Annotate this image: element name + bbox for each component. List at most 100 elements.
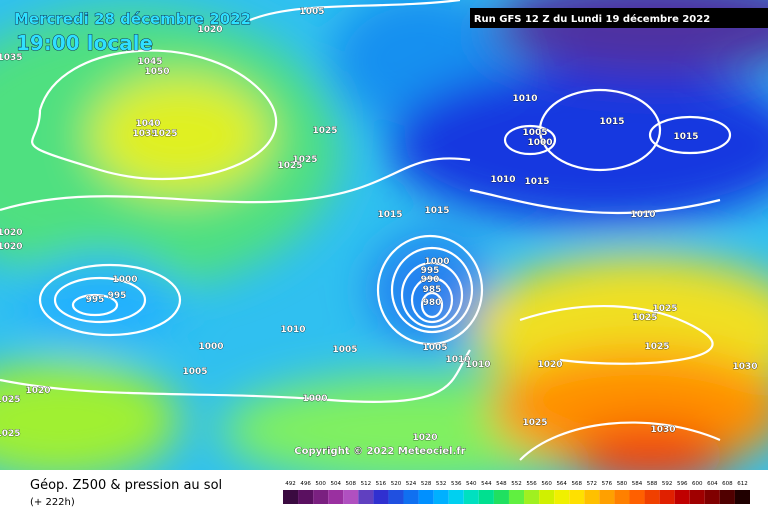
isobar-label: 1010	[445, 355, 470, 365]
scale-cell	[719, 490, 735, 504]
isobar-label: 1015	[524, 177, 549, 187]
isobar-label: 1020	[197, 25, 222, 35]
scale-label: 576	[602, 481, 613, 487]
scale-label: 516	[376, 481, 387, 487]
isobar-label: 1040	[135, 119, 160, 129]
scale-label: 500	[315, 481, 326, 487]
isobar-label: 1035	[132, 129, 157, 139]
scale-label: 612	[737, 481, 748, 487]
isobar-label: 1025	[277, 161, 302, 171]
scale-label: 492	[285, 481, 296, 487]
isobar-label: 1020	[412, 433, 437, 443]
field	[0, 0, 768, 470]
scale-cell	[734, 490, 750, 504]
copyright: Copyright © 2022 Meteociel.fr	[294, 446, 465, 457]
isobar-label: 1000	[302, 394, 327, 404]
scale-label: 540	[466, 481, 477, 487]
scale-cell	[403, 490, 419, 504]
scale-cell	[313, 490, 329, 504]
scale-label: 568	[572, 481, 583, 487]
scale-label: 572	[587, 481, 598, 487]
scale-label: 508	[346, 481, 357, 487]
scale-cell	[644, 490, 660, 504]
isobar-label: 1025	[644, 342, 669, 352]
scale-cell	[659, 490, 675, 504]
scale-cell	[343, 490, 359, 504]
scale-label: 524	[406, 481, 417, 487]
scale-cell	[539, 490, 555, 504]
isobar-label: 1020	[0, 242, 23, 252]
isobar-label: 985	[423, 285, 442, 295]
isobar-label: 1005	[332, 345, 357, 355]
scale-cell	[599, 490, 615, 504]
isobar-label: 1030	[732, 362, 757, 372]
scale-label: 600	[692, 481, 703, 487]
scale-cell	[418, 490, 434, 504]
isobar-label: 995	[86, 295, 105, 305]
scale-cell	[569, 490, 585, 504]
isobar-label: 1005	[522, 128, 547, 138]
isobar-label: 1010	[490, 175, 515, 185]
isobar-label: 1005	[422, 343, 447, 353]
scale-cell	[448, 490, 464, 504]
isobar-label: 1000	[198, 342, 223, 352]
isobar-label: 1025	[652, 304, 677, 314]
isobar-label: 1045	[137, 57, 162, 67]
scale-label: 584	[632, 481, 643, 487]
isobar-label: 1035	[0, 53, 23, 63]
scale-label: 496	[300, 481, 311, 487]
scale-label: 556	[526, 481, 537, 487]
isobar-label: 1010	[280, 325, 305, 335]
scale-cell	[328, 490, 344, 504]
scale-cell	[373, 490, 389, 504]
scale-label: 560	[541, 481, 552, 487]
isobar-label: 1005	[182, 367, 207, 377]
scale-cell	[298, 490, 314, 504]
isobar-label: 1025	[312, 126, 337, 136]
scale-cell	[689, 490, 705, 504]
scale-label: 528	[421, 481, 432, 487]
scale-label: 544	[481, 481, 492, 487]
scale-label: 588	[647, 481, 658, 487]
scale-cell	[493, 490, 509, 504]
isobar-label: 1000	[424, 257, 449, 267]
isobar-label: 1000	[527, 138, 552, 148]
scale-cell	[433, 490, 449, 504]
scale-label: 536	[451, 481, 462, 487]
run-info: Run GFS 12 Z du Lundi 19 décembre 2022	[474, 13, 710, 25]
scale-cell	[508, 490, 525, 504]
scale-cell	[358, 490, 374, 504]
isobar-label: 1010	[465, 360, 490, 370]
isobar-label: 1025	[0, 395, 21, 405]
isobar-label: 1015	[424, 206, 449, 216]
date: Mercredi 28 décembre 2022	[14, 10, 251, 28]
scale-label: 532	[436, 481, 447, 487]
scale-label: 504	[330, 481, 341, 487]
isobar-label: 1025	[0, 429, 21, 439]
scale-cell	[283, 490, 299, 504]
scale-label: 580	[617, 481, 628, 487]
scale-cell	[614, 490, 630, 504]
scale-cell	[674, 490, 690, 504]
scale-cell	[463, 490, 479, 504]
footer-title: Géop. Z500 & pression au sol	[30, 478, 222, 493]
run-banner	[470, 8, 768, 28]
scale-label: 592	[662, 481, 673, 487]
scale-cell	[388, 490, 404, 504]
isobar-label: 1025	[292, 155, 317, 165]
lead-time: (+ 222h)	[30, 497, 75, 508]
isobar-label: 1020	[0, 228, 23, 238]
scale-label: 596	[677, 481, 688, 487]
isobar-label: 1020	[537, 360, 562, 370]
scale-cell	[584, 490, 600, 504]
isobar-label: 1005	[299, 7, 324, 17]
scale-cell	[524, 490, 540, 504]
scale-label: 512	[361, 481, 372, 487]
isobar-label: 1015	[377, 210, 402, 220]
time: 19:00 locale	[16, 31, 153, 55]
isobar-label: 1050	[144, 67, 169, 77]
scale-label: 604	[707, 481, 718, 487]
scale-cell	[629, 490, 645, 504]
isobar-label: 1015	[599, 117, 624, 127]
